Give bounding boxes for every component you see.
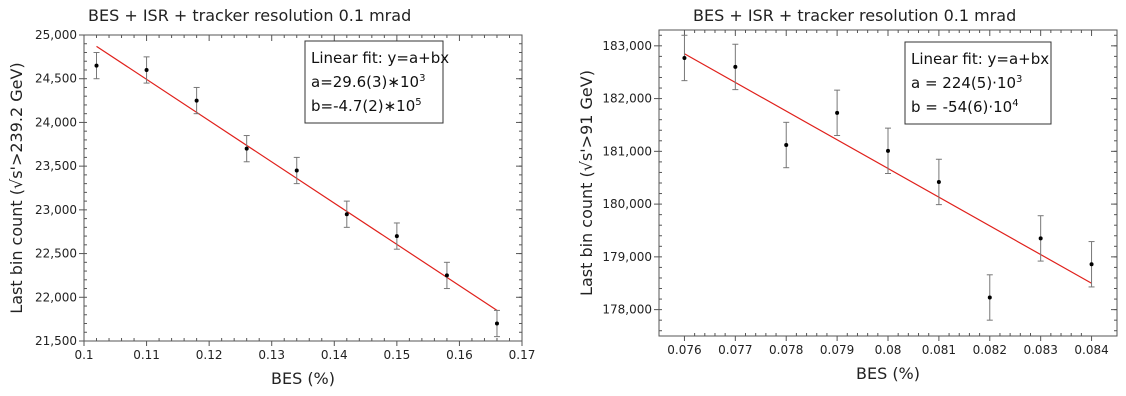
fit-box <box>904 41 1052 125</box>
chart-panel-left: BES + ISR + tracker resolution 0.1 mrad 0… <box>0 0 560 396</box>
x-tick-label: 0.08 <box>875 343 902 357</box>
point-marker <box>294 168 299 173</box>
data-point <box>243 135 250 163</box>
y-tick-label: 181,000 <box>602 144 652 158</box>
x-tick-label: 0.079 <box>820 343 854 357</box>
y-tick-label: 23,000 <box>35 203 77 217</box>
chart-title: BES + ISR + tracker resolution 0.1 mrad <box>88 6 411 25</box>
y-tick-label: 179,000 <box>602 250 652 264</box>
point-marker <box>682 55 687 60</box>
point-marker <box>394 234 399 239</box>
x-tick-label: 0.076 <box>667 343 701 357</box>
point-marker <box>936 179 941 184</box>
x-tick-label: 0.078 <box>769 343 803 357</box>
fit-box-line3: b = -54(6)·104 <box>911 98 1019 116</box>
y-axis-label: Last bin count (√s'>91 GeV) <box>577 70 596 296</box>
chart-panel-right: BES + ISR + tracker resolution 0.1 mrad 0… <box>566 0 1126 396</box>
y-tick-label: 22,500 <box>35 247 77 261</box>
data-point <box>393 222 400 250</box>
point-marker <box>94 63 99 68</box>
point-marker <box>194 98 199 103</box>
x-tick-label: 0.081 <box>922 343 956 357</box>
y-tick-label: 180,000 <box>602 197 652 211</box>
x-tick-label: 0.083 <box>1023 343 1057 357</box>
data-point <box>935 158 942 206</box>
x-tick-label: 0.084 <box>1074 343 1108 357</box>
data-point <box>493 309 500 338</box>
y-tick-label: 24,000 <box>35 115 77 129</box>
data-point <box>193 86 200 115</box>
point-marker <box>344 212 349 217</box>
fit-box <box>304 40 444 124</box>
point-marker <box>784 143 789 148</box>
data-point <box>293 156 300 185</box>
data-point <box>1088 241 1095 288</box>
data-point <box>986 274 993 321</box>
x-axis-label: BES (%) <box>856 364 920 383</box>
point-marker <box>1038 236 1043 241</box>
y-tick-label: 178,000 <box>602 303 652 317</box>
data-point <box>783 121 790 169</box>
x-tick-label: 0.12 <box>196 348 223 362</box>
data-point <box>93 51 100 80</box>
x-tick-label: 0.11 <box>133 348 160 362</box>
point-marker <box>987 295 992 300</box>
y-tick-label: 183,000 <box>602 39 652 53</box>
fit-box-line1: Linear fit: y=a+bx <box>311 49 449 67</box>
x-tick-label: 0.14 <box>321 348 348 362</box>
data-point <box>143 56 150 84</box>
point-marker <box>244 146 249 151</box>
point-marker <box>733 64 738 69</box>
y-axis-label: Last bin count (√s'>239.2 GeV) <box>7 62 26 313</box>
y-tick-label: 182,000 <box>602 92 652 106</box>
x-tick-label: 0.077 <box>718 343 752 357</box>
y-tick-label: 22,000 <box>35 290 77 304</box>
plot-frame <box>83 34 523 342</box>
chart-title: BES + ISR + tracker resolution 0.1 mrad <box>693 6 1016 25</box>
point-marker <box>886 148 890 153</box>
x-tick-label: 0.15 <box>383 348 410 362</box>
data-point <box>343 200 350 228</box>
fit-box-line3: b=-4.7(2)∗105 <box>311 97 422 115</box>
data-point <box>834 89 841 137</box>
point-marker <box>494 321 499 326</box>
x-tick-label: 0.082 <box>973 343 1007 357</box>
fit-box-line1: Linear fit: y=a+bx <box>911 50 1049 68</box>
data-point <box>732 43 739 91</box>
scatter-chart-right: BES + ISR + tracker resolution 0.1 mrad 0… <box>577 6 1118 383</box>
x-tick-label: 0.1 <box>74 348 93 362</box>
point-marker <box>444 273 449 278</box>
point-marker <box>835 110 840 115</box>
fit-box-line2: a=29.6(3)∗103 <box>311 73 425 91</box>
data-point <box>443 261 450 290</box>
x-axis-label: BES (%) <box>271 369 335 388</box>
point-marker <box>144 67 149 72</box>
x-tick-label: 0.16 <box>446 348 473 362</box>
y-tick-label: 21,500 <box>35 334 77 348</box>
point-marker <box>1089 262 1094 267</box>
x-tick-label: 0.13 <box>258 348 285 362</box>
data-point <box>681 34 688 82</box>
y-tick-label: 25,000 <box>35 28 77 42</box>
y-tick-label: 24,500 <box>35 72 77 86</box>
data-point <box>1037 215 1044 262</box>
scatter-chart-left: BES + ISR + tracker resolution 0.1 mrad 0… <box>7 6 536 388</box>
data-point <box>885 127 891 175</box>
y-tick-label: 23,500 <box>35 159 77 173</box>
x-tick-label: 0.17 <box>509 348 536 362</box>
fit-box-line2: a = 224(5)·103 <box>911 74 1022 92</box>
